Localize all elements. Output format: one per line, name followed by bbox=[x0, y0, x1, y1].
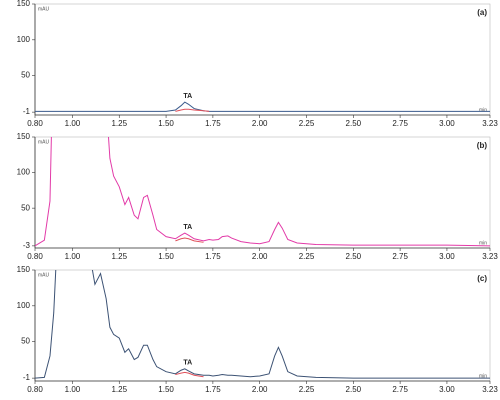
x-tick-label: 2.50 bbox=[346, 385, 362, 394]
plot bbox=[35, 270, 490, 379]
x-tick-label: 2.50 bbox=[346, 119, 362, 128]
x-tick-label: 3.00 bbox=[439, 385, 455, 394]
x-tick-label: 3.23 bbox=[482, 119, 498, 128]
y-tick-label: -1 bbox=[23, 373, 31, 382]
x-tick-label: 1.25 bbox=[111, 119, 127, 128]
y-tick-label: 50 bbox=[21, 337, 30, 346]
y-tick-label: 50 bbox=[21, 203, 30, 212]
x-tick-label: 0.80 bbox=[27, 252, 43, 261]
panel: -3 50 100 150 0.80 1.00 1.25 1.50 1.75 2.00 2.25 2.… bbox=[17, 132, 499, 261]
y-unit: mAU bbox=[38, 139, 50, 145]
panel-label: (a) bbox=[477, 8, 487, 17]
x-tick-label: 1.75 bbox=[205, 119, 221, 128]
x-tick-label: 0.80 bbox=[27, 385, 43, 394]
plot-frame bbox=[34, 136, 491, 249]
series-line bbox=[175, 237, 204, 243]
series-line bbox=[35, 270, 490, 379]
plot bbox=[35, 101, 490, 112]
x-tick-label: 1.00 bbox=[65, 252, 81, 261]
x-tick-label: 1.25 bbox=[111, 252, 127, 261]
x-unit: min bbox=[479, 373, 487, 379]
peak-annotation: TA bbox=[183, 360, 192, 367]
plot-frame bbox=[34, 3, 491, 116]
x-tick-label: 2.25 bbox=[299, 252, 315, 261]
x-unit: min bbox=[479, 107, 487, 113]
peak-annotation: TA bbox=[183, 224, 192, 231]
panel: -1 50 100 150 0.80 1.00 1.25 1.50 1.75 2.00 2.25 2.… bbox=[17, 0, 499, 128]
y-unit: mAU bbox=[38, 272, 50, 278]
x-tick-label: 1.50 bbox=[158, 119, 174, 128]
x-tick-label: 1.50 bbox=[158, 385, 174, 394]
x-tick-label: 2.50 bbox=[346, 252, 362, 261]
y-tick-label: 150 bbox=[17, 132, 31, 141]
y-tick-label: 100 bbox=[17, 168, 31, 177]
x-tick-label: 3.00 bbox=[439, 252, 455, 261]
y-tick-label: 50 bbox=[21, 71, 30, 80]
x-tick-label: 3.00 bbox=[439, 119, 455, 128]
x-tick-label: 1.00 bbox=[65, 385, 81, 394]
x-tick-label: 1.00 bbox=[65, 119, 81, 128]
peak-annotation: TA bbox=[183, 93, 192, 100]
panel: -1 50 100 150 0.80 1.00 1.25 1.50 1.75 2.00 2.25 2.… bbox=[17, 265, 499, 394]
y-tick-label: -3 bbox=[23, 241, 31, 250]
x-tick-label: 1.50 bbox=[158, 252, 174, 261]
y-tick-label: 100 bbox=[17, 35, 31, 44]
x-tick-label: 2.00 bbox=[252, 252, 268, 261]
plot bbox=[35, 137, 490, 247]
series-line bbox=[35, 137, 490, 247]
y-tick-label: 150 bbox=[17, 0, 31, 8]
y-tick-label: 150 bbox=[17, 265, 31, 274]
panel-label: (b) bbox=[477, 141, 488, 150]
x-tick-label: 2.00 bbox=[252, 385, 268, 394]
x-tick-label: 2.75 bbox=[392, 119, 408, 128]
y-tick-label: 100 bbox=[17, 301, 31, 310]
series-line bbox=[175, 371, 204, 378]
x-tick-label: 1.25 bbox=[111, 385, 127, 394]
x-tick-label: 2.00 bbox=[252, 119, 268, 128]
x-tick-label: 3.23 bbox=[482, 385, 498, 394]
x-tick-label: 3.23 bbox=[482, 252, 498, 261]
x-unit: min bbox=[479, 240, 487, 246]
x-tick-label: 2.75 bbox=[392, 252, 408, 261]
y-unit: mAU bbox=[38, 6, 50, 12]
x-tick-label: 2.75 bbox=[392, 385, 408, 394]
series-line bbox=[175, 108, 210, 112]
x-tick-label: 2.25 bbox=[299, 119, 315, 128]
x-tick-label: 0.80 bbox=[27, 119, 43, 128]
series-line bbox=[35, 101, 490, 112]
panel-label: (c) bbox=[477, 274, 487, 283]
x-tick-label: 2.25 bbox=[299, 385, 315, 394]
x-tick-label: 1.75 bbox=[205, 252, 221, 261]
x-tick-label: 1.75 bbox=[205, 385, 221, 394]
y-tick-label: -1 bbox=[23, 107, 31, 116]
